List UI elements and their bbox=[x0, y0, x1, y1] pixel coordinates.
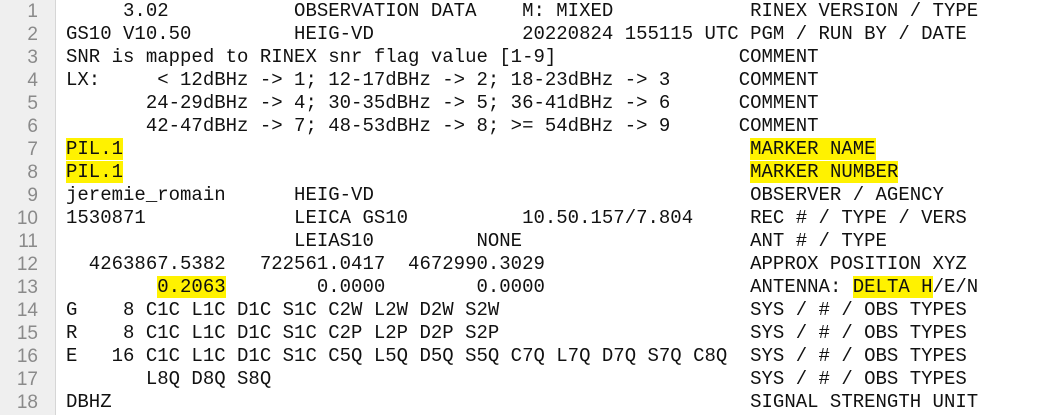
editor-line[interactable]: 16 E 16 C1C L1C D1C S1C C5Q L5Q D5Q S5Q C… bbox=[0, 345, 1038, 368]
line-number: 11 bbox=[18, 231, 38, 252]
editor-line[interactable]: 1 3.02 OBSERVATION DATA M: MIXED RINEX V… bbox=[0, 0, 1038, 23]
text-segment: GS10 V10.50 HEIG-VD 20220824 155115 UTC … bbox=[66, 23, 967, 45]
line-text[interactable]: G 8 C1C L1C D1C S1C C2W L2W D2W S2W SYS … bbox=[66, 299, 967, 322]
line-text[interactable]: SNR is mapped to RINEX snr flag value [1… bbox=[66, 46, 819, 69]
editor-line[interactable]: 4 LX: < 12dBHz -> 1; 12-17dBHz -> 2; 18-2… bbox=[0, 69, 1038, 92]
highlighted-text: PIL.1 bbox=[66, 161, 124, 183]
text-segment bbox=[123, 161, 750, 183]
line-text[interactable]: R 8 C1C L1C D1C S1C C2P L2P D2P S2P SYS … bbox=[66, 322, 967, 345]
line-number: 1 bbox=[27, 1, 38, 22]
text-segment: jeremie_romain HEIG-VD OBSERVER / AGENCY bbox=[66, 184, 944, 206]
text-segment: R 8 C1C L1C D1C S1C C2P L2P D2P S2P SYS … bbox=[66, 322, 967, 344]
editor-line[interactable]: 7 PIL.1 MARKER NAME bbox=[0, 138, 1038, 161]
line-number: 8 bbox=[27, 162, 38, 183]
editor-line[interactable]: 6 42-47dBHz -> 7; 48-53dBHz -> 8; >= 54d… bbox=[0, 115, 1038, 138]
editor-line[interactable]: 9 jeremie_romain HEIG-VD OBSERVER / AGENC… bbox=[0, 184, 1038, 207]
line-text[interactable]: LX: < 12dBHz -> 1; 12-17dBHz -> 2; 18-23… bbox=[66, 69, 819, 92]
line-text[interactable]: 1530871 LEICA GS10 10.50.157/7.804 REC #… bbox=[66, 207, 967, 230]
text-segment: 4263867.5382 722561.0417 4672990.3029 AP… bbox=[66, 253, 967, 275]
text-segment: 0.0000 0.0000 ANTENNA: bbox=[225, 276, 853, 298]
highlighted-text: MARKER NAME bbox=[750, 138, 876, 160]
line-number: 3 bbox=[27, 47, 38, 68]
line-number: 17 bbox=[16, 369, 38, 390]
text-segment: L8Q D8Q S8Q SYS / # / OBS TYPES bbox=[66, 368, 967, 390]
line-number: 7 bbox=[27, 139, 38, 160]
line-text[interactable]: jeremie_romain HEIG-VD OBSERVER / AGENCY bbox=[66, 184, 944, 207]
line-number: 4 bbox=[27, 70, 38, 91]
highlighted-text: DELTA H bbox=[852, 276, 933, 298]
text-segment: LEIAS10 NONE ANT # / TYPE bbox=[66, 230, 887, 252]
line-number: 18 bbox=[16, 392, 38, 413]
editor-line[interactable]: 10 1530871 LEICA GS10 10.50.157/7.804 REC… bbox=[0, 207, 1038, 230]
line-number: 14 bbox=[16, 300, 38, 321]
line-number: 2 bbox=[27, 24, 38, 45]
line-number: 10 bbox=[16, 208, 38, 229]
editor-line[interactable]: 17 L8Q D8Q S8Q SYS / # / OBS TYPES bbox=[0, 368, 1038, 391]
line-number-gutter bbox=[0, 0, 56, 415]
line-number: 9 bbox=[27, 185, 38, 206]
editor-line[interactable]: 11 LEIAS10 NONE ANT # / TYPE bbox=[0, 230, 1038, 253]
text-segment: DBHZ SIGNAL STRENGTH UNIT bbox=[66, 391, 979, 413]
highlighted-text: PIL.1 bbox=[66, 138, 124, 160]
editor-line[interactable]: 13 0.2063 0.0000 0.0000 ANTENNA: DELTA H… bbox=[0, 276, 1038, 299]
line-number: 12 bbox=[16, 254, 38, 275]
line-text[interactable]: E 16 C1C L1C D1C S1C C5Q L5Q D5Q S5Q C7Q… bbox=[66, 345, 967, 368]
editor-line[interactable]: 2 GS10 V10.50 HEIG-VD 20220824 155115 UTC… bbox=[0, 23, 1038, 46]
editor-line[interactable]: 3 SNR is mapped to RINEX snr flag value [… bbox=[0, 46, 1038, 69]
text-segment: 42-47dBHz -> 7; 48-53dBHz -> 8; >= 54dBH… bbox=[66, 115, 819, 137]
text-segment: /E/N bbox=[932, 276, 979, 298]
line-text[interactable]: LEIAS10 NONE ANT # / TYPE bbox=[66, 230, 887, 253]
editor-line[interactable]: 8 PIL.1 MARKER NUMBER bbox=[0, 161, 1038, 184]
text-segment bbox=[123, 138, 750, 160]
line-text[interactable]: 24-29dBHz -> 4; 30-35dBHz -> 5; 36-41dBH… bbox=[66, 92, 819, 115]
line-number: 16 bbox=[16, 346, 38, 367]
editor-line[interactable]: 18 DBHZ SIGNAL STRENGTH UNIT bbox=[0, 391, 1038, 414]
editor-line[interactable]: 5 24-29dBHz -> 4; 30-35dBHz -> 5; 36-41d… bbox=[0, 92, 1038, 115]
line-text[interactable]: 0.2063 0.0000 0.0000 ANTENNA: DELTA H/E/… bbox=[66, 276, 978, 299]
highlighted-text: 0.2063 bbox=[157, 276, 226, 298]
text-segment: 3.02 OBSERVATION DATA M: MIXED RINEX VER… bbox=[66, 0, 979, 22]
line-text[interactable]: 3.02 OBSERVATION DATA M: MIXED RINEX VER… bbox=[66, 0, 978, 23]
text-segment: 24-29dBHz -> 4; 30-35dBHz -> 5; 36-41dBH… bbox=[66, 92, 819, 114]
line-text[interactable]: DBHZ SIGNAL STRENGTH UNIT bbox=[66, 391, 978, 414]
line-number: 5 bbox=[27, 93, 38, 114]
line-text[interactable]: 42-47dBHz -> 7; 48-53dBHz -> 8; >= 54dBH… bbox=[66, 115, 819, 138]
text-segment: LX: < 12dBHz -> 1; 12-17dBHz -> 2; 18-23… bbox=[66, 69, 819, 91]
line-text[interactable]: PIL.1 MARKER NAME bbox=[66, 138, 876, 161]
text-segment: E 16 C1C L1C D1C S1C C5Q L5Q D5Q S5Q C7Q… bbox=[66, 345, 967, 367]
editor-line[interactable]: 14 G 8 C1C L1C D1C S1C C2W L2W D2W S2W SY… bbox=[0, 299, 1038, 322]
line-text[interactable]: 4263867.5382 722561.0417 4672990.3029 AP… bbox=[66, 253, 967, 276]
line-number: 15 bbox=[16, 323, 38, 344]
text-segment: 1530871 LEICA GS10 10.50.157/7.804 REC #… bbox=[66, 207, 967, 229]
text-segment: SNR is mapped to RINEX snr flag value [1… bbox=[66, 46, 819, 68]
highlighted-text: MARKER NUMBER bbox=[750, 161, 899, 183]
line-text[interactable]: PIL.1 MARKER NUMBER bbox=[66, 161, 899, 184]
text-segment: G 8 C1C L1C D1C S1C C2W L2W D2W S2W SYS … bbox=[66, 299, 967, 321]
line-number: 6 bbox=[27, 116, 38, 137]
line-number: 13 bbox=[16, 277, 38, 298]
line-text[interactable]: GS10 V10.50 HEIG-VD 20220824 155115 UTC … bbox=[66, 23, 967, 46]
line-text[interactable]: L8Q D8Q S8Q SYS / # / OBS TYPES bbox=[66, 368, 967, 391]
text-segment bbox=[66, 276, 157, 298]
editor-line[interactable]: 15 R 8 C1C L1C D1C S1C C2P L2P D2P S2P SY… bbox=[0, 322, 1038, 345]
editor-line[interactable]: 12 4263867.5382 722561.0417 4672990.3029… bbox=[0, 253, 1038, 276]
